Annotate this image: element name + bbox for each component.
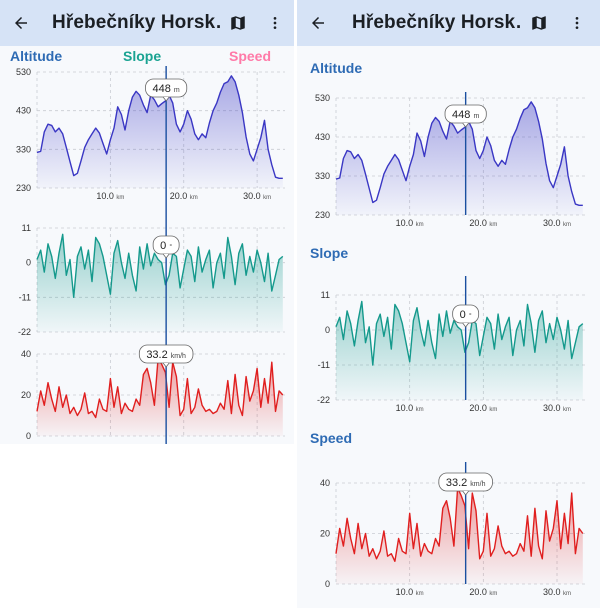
y-tick-label: 230: [315, 210, 330, 220]
map-icon: [231, 16, 245, 30]
y-tick-label: 40: [320, 478, 330, 488]
y-tick-label: 230: [16, 183, 31, 193]
map-icon: [532, 16, 546, 30]
y-tick-label: -22: [317, 395, 330, 405]
x-tick-label: 20.0 km: [469, 587, 497, 597]
cursor-value-bubble: 0 °: [152, 235, 180, 259]
cursor-value-bubble: 33.2 km/h: [438, 472, 493, 496]
back-button[interactable]: [6, 8, 36, 38]
cursor-value-bubble: 33.2 km/h: [138, 344, 194, 368]
slope-line: [36, 233, 284, 298]
cursor-value-bubble: 448 m: [444, 104, 487, 128]
svg-text:0 °: 0 °: [160, 240, 172, 252]
y-tick-label: 0: [325, 579, 330, 589]
altitude-line: [335, 101, 583, 206]
svg-text:448 m: 448 m: [452, 109, 479, 121]
x-tick-label: 30.0 km: [243, 191, 271, 201]
y-tick-label: 20: [21, 390, 31, 400]
x-tick-label: 30.0 km: [543, 587, 571, 597]
x-tick-label: 20.0 km: [170, 191, 198, 201]
speed-area: [336, 488, 583, 584]
more-vertical-icon: [273, 17, 277, 29]
right-screenshot-panel: Hřebečníky Horsk… Altitude 230 330 430 530 1…: [297, 0, 600, 608]
y-tick-label: 0: [26, 258, 31, 268]
y-tick-label: 11: [321, 290, 330, 300]
altitude-area: [37, 75, 283, 188]
map-button[interactable]: [525, 9, 553, 37]
y-tick-label: 0: [26, 431, 31, 441]
arrow-left-icon: [312, 17, 324, 29]
y-tick-label: 20: [320, 529, 330, 539]
x-tick-label: 10.0 km: [396, 218, 424, 228]
speed-chart-right[interactable]: 0 20 40 10.0 km 20.0 km 30.0 km 33.2 km/h: [297, 452, 600, 608]
y-tick-label: 430: [16, 106, 31, 116]
x-tick-label: 30.0 km: [543, 403, 571, 413]
cursor-value-bubble: 0 °: [452, 304, 480, 328]
track-title: Hřebečníky Horsk…: [52, 12, 220, 33]
x-tick-label: 20.0 km: [469, 218, 497, 228]
svg-text:0 °: 0 °: [460, 309, 472, 321]
y-tick-label: -11: [318, 360, 330, 370]
slope-chart-title: Slope: [310, 245, 349, 261]
x-tick-label: 30.0 km: [543, 218, 571, 228]
speed-chart-left[interactable]: 0 20 40 33.2 km/h: [0, 341, 294, 444]
y-tick-label: 330: [16, 144, 31, 154]
arrow-left-icon: [15, 17, 27, 29]
y-tick-label: 530: [315, 93, 330, 103]
altitude-chart-left[interactable]: 230 330 430 530 10.0 km 20.0 km 30.0 km 448 m: [0, 66, 294, 206]
x-tick-label: 20.0 km: [469, 403, 497, 413]
more-options-button[interactable]: [565, 9, 589, 37]
more-options-button[interactable]: [263, 9, 287, 37]
left-screenshot-panel: Hřebečníky Horsk… Altitude Slope Speed 2…: [0, 0, 294, 444]
back-button[interactable]: [303, 8, 333, 38]
speed-area: [37, 358, 283, 436]
y-tick-label: 11: [22, 223, 31, 233]
cursor-value-bubble: 448 m: [145, 78, 188, 102]
map-button[interactable]: [224, 9, 252, 37]
slope-chart-left[interactable]: -22 -11 0 11 0 °: [0, 206, 294, 341]
y-tick-label: -22: [18, 327, 31, 337]
altitude-area: [336, 101, 583, 215]
svg-text:33.2 km/h: 33.2 km/h: [146, 349, 186, 361]
y-tick-label: 330: [315, 171, 330, 181]
slope-area: [37, 234, 283, 332]
altitude-line: [36, 75, 283, 179]
legend-altitude[interactable]: Altitude: [10, 48, 63, 64]
svg-text:448 m: 448 m: [153, 83, 180, 95]
x-tick-label: 10.0 km: [396, 587, 424, 597]
y-tick-label: 0: [325, 325, 330, 335]
app-bar: Hřebečníky Horsk…: [297, 0, 600, 46]
speed-line: [335, 487, 584, 562]
slope-chart-right[interactable]: -22 -11 0 11 10.0 km 20.0 km 30.0 km 0 °: [297, 270, 600, 425]
app-bar: Hřebečníky Horsk…: [0, 0, 294, 46]
slope-area: [336, 301, 583, 400]
altitude-chart-right[interactable]: 230 330 430 530 10.0 km 20.0 km 30.0 km 448 m: [297, 84, 600, 239]
speed-chart-title: Speed: [310, 430, 353, 446]
y-tick-label: -11: [19, 292, 31, 302]
svg-text:33.2 km/h: 33.2 km/h: [446, 477, 486, 489]
y-tick-label: 430: [315, 132, 330, 142]
y-tick-label: 530: [16, 67, 31, 77]
legend-speed[interactable]: Speed: [229, 48, 272, 64]
altitude-chart-title: Altitude: [310, 60, 363, 76]
slope-line: [335, 300, 584, 366]
track-title: Hřebečníky Horsk…: [352, 12, 520, 33]
legend-slope[interactable]: Slope: [123, 48, 162, 64]
more-vertical-icon: [575, 17, 579, 29]
x-tick-label: 10.0 km: [96, 191, 124, 201]
x-tick-label: 10.0 km: [396, 403, 424, 413]
y-tick-label: 40: [21, 349, 31, 359]
